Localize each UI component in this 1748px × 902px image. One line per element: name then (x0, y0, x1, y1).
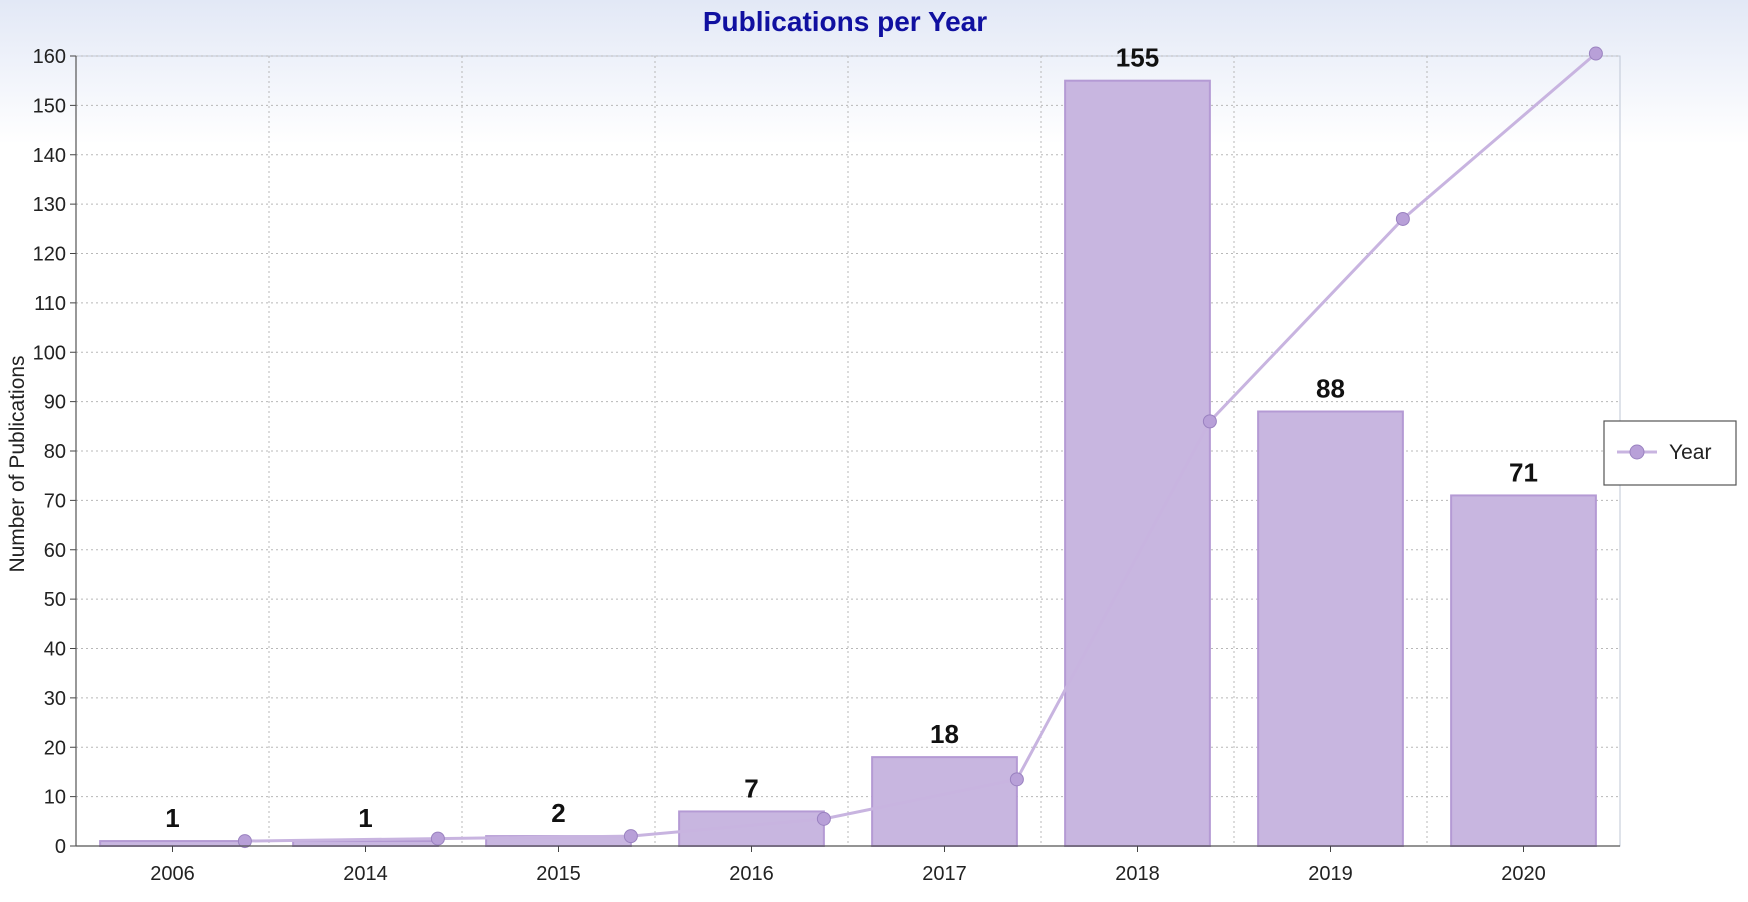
y-tick-label: 140 (33, 145, 66, 167)
bar (1450, 494, 1597, 847)
bar-data-label: 7 (744, 773, 758, 803)
x-tick-label: 2018 (1115, 863, 1160, 885)
x-tick-label: 2006 (150, 863, 195, 885)
y-tick-label: 40 (44, 639, 66, 661)
y-tick-label: 120 (33, 244, 66, 266)
legend-marker-icon (1629, 444, 1645, 460)
x-tick-label: 2014 (343, 863, 388, 885)
y-tick-label: 50 (44, 589, 66, 611)
line-path (244, 52, 1597, 843)
x-tick-label: 2016 (729, 863, 774, 885)
y-tick-label: 80 (44, 441, 66, 463)
bar-data-label: 1 (358, 803, 372, 833)
chart-title: Publications per Year (703, 6, 987, 37)
line-marker (237, 834, 252, 849)
y-tick-label: 30 (44, 688, 66, 710)
legend: Year (1603, 420, 1737, 486)
axes: 0 10 20 30 40 50 60 70 80 90 100 110 120 130 140 150 160… (33, 46, 1620, 885)
y-tick-label: 0 (55, 836, 66, 858)
line-marker (1009, 772, 1024, 787)
line-marker (816, 811, 831, 826)
x-tick-label: 2019 (1308, 863, 1353, 885)
bar (99, 840, 246, 847)
legend-box (1603, 420, 1737, 486)
bar-data-label: 71 (1509, 457, 1538, 487)
y-tick-label: 70 (44, 490, 66, 512)
y-tick-label: 110 (34, 293, 66, 315)
x-tick-label: 2015 (536, 863, 581, 885)
legend-label: Year (1669, 441, 1711, 464)
x-tick-label: 2017 (922, 863, 967, 885)
line-marker (623, 829, 638, 844)
bar-data-label: 155 (1116, 43, 1159, 73)
y-tick-label: 160 (33, 46, 66, 68)
bar-data-label: 18 (930, 719, 959, 749)
line-marker (1395, 211, 1410, 226)
line-marker (1202, 414, 1217, 429)
y-tick-label: 130 (33, 194, 66, 216)
y-tick-label: 150 (33, 95, 66, 117)
line-marker (430, 831, 445, 846)
bar-data-label: 88 (1316, 374, 1345, 404)
bar-data-label: 1 (165, 803, 179, 833)
y-tick-label: 100 (33, 342, 66, 364)
bar-data-label: 2 (551, 798, 565, 828)
y-axis-label: Number of Publications (6, 355, 29, 572)
y-tick-label: 60 (44, 540, 66, 562)
x-tick-label: 2020 (1501, 863, 1546, 885)
y-tick-label: 20 (44, 737, 66, 759)
line-series (237, 46, 1603, 849)
bar (871, 756, 1018, 847)
y-tick-label: 90 (44, 392, 66, 414)
line-marker (1588, 46, 1603, 61)
y-tick-label: 10 (44, 787, 66, 809)
bar (1257, 410, 1404, 847)
bar (292, 840, 439, 847)
data-labels: 1 1 2 7 18 155 88 71 (165, 43, 1538, 833)
